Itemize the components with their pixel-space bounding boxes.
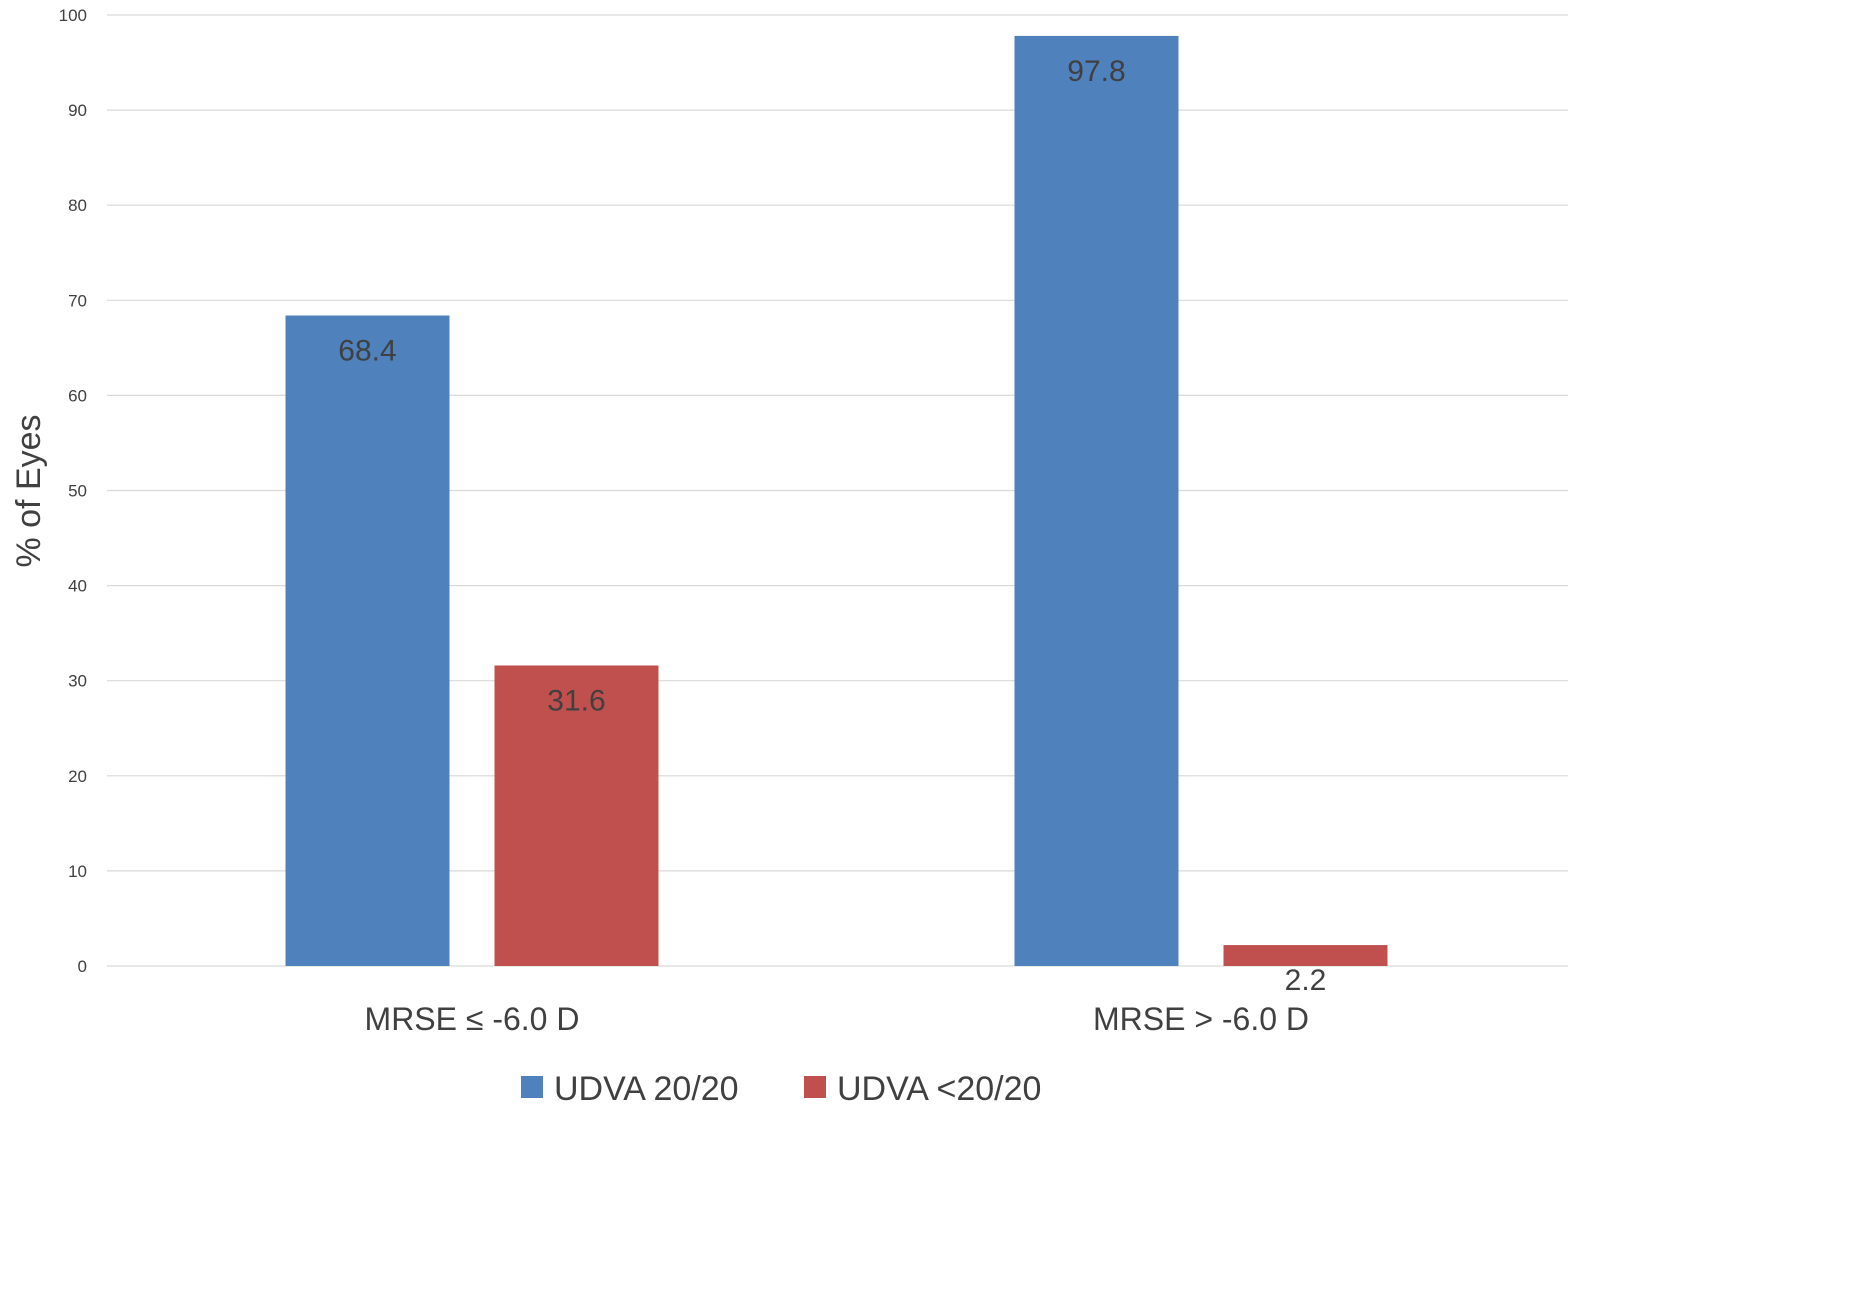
bar-udva-lt-20-20 xyxy=(1223,945,1388,966)
chart-canvas: 0 10 20 30 40 50 60 70 80 90 100 68.4 97.8 31.6 2.2 M… xyxy=(10,6,1568,1108)
bar-udva-20-20 xyxy=(285,315,450,966)
y-tick-label: 20 xyxy=(68,767,87,786)
legend-swatch xyxy=(521,1076,543,1098)
legend-label: UDVA 20/20 xyxy=(554,1070,739,1108)
bars xyxy=(285,35,1388,967)
legend-swatch xyxy=(804,1076,826,1098)
y-tick-label: 0 xyxy=(78,957,87,976)
y-tick-label: 50 xyxy=(68,482,87,501)
y-tick-label: 90 xyxy=(68,101,87,120)
x-axis-categories: MRSE ≤ -6.0 D MRSE > -6.0 D xyxy=(365,1001,1310,1037)
y-tick-label: 40 xyxy=(68,577,87,596)
y-tick-label: 30 xyxy=(68,672,87,691)
data-label: 2.2 xyxy=(1285,964,1327,997)
bar-udva-20-20 xyxy=(1014,35,1179,967)
y-axis-title: % of Eyes xyxy=(10,414,48,567)
bar-udva-lt-20-20 xyxy=(494,665,659,966)
data-labels: 68.4 97.8 31.6 2.2 xyxy=(338,55,1326,997)
legend: UDVA 20/20 UDVA <20/20 xyxy=(521,1070,1041,1108)
x-category-label: MRSE ≤ -6.0 D xyxy=(365,1001,580,1037)
data-label: 31.6 xyxy=(547,684,605,717)
y-tick-label: 80 xyxy=(68,196,87,215)
y-tick-label: 10 xyxy=(68,862,87,881)
y-axis-ticks: 0 10 20 30 40 50 60 70 80 90 100 xyxy=(59,6,87,976)
bar-chart: 0 10 20 30 40 50 60 70 80 90 100 68.4 97.8 31.6 2.2 M… xyxy=(10,6,1568,1108)
data-label: 68.4 xyxy=(338,335,396,368)
y-tick-label: 70 xyxy=(68,291,87,310)
legend-label: UDVA <20/20 xyxy=(837,1070,1041,1108)
x-category-label: MRSE > -6.0 D xyxy=(1093,1001,1309,1037)
y-tick-label: 60 xyxy=(68,386,87,405)
data-label: 97.8 xyxy=(1067,55,1125,88)
y-tick-label: 100 xyxy=(59,6,87,25)
